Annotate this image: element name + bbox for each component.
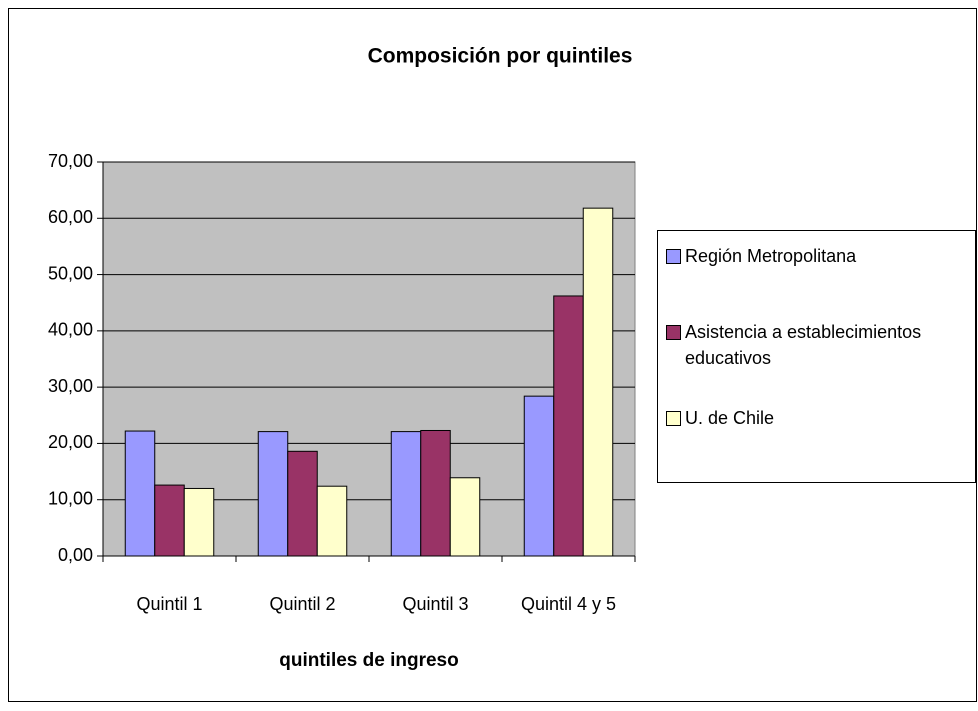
- y-tick-label: 20,00: [48, 432, 93, 452]
- bar: [154, 484, 185, 557]
- legend-swatch: [666, 411, 681, 426]
- legend: Región Metropolitana Asistencia a estable…: [657, 230, 976, 483]
- bar: [257, 431, 289, 557]
- x-axis-title: quintiles de ingreso: [279, 650, 458, 671]
- y-tick-label: 40,00: [48, 320, 93, 340]
- bar: [449, 477, 481, 557]
- legend-entry: Región Metropolitana: [666, 243, 856, 269]
- chart-title: Composición por quintiles: [368, 45, 633, 68]
- y-tick-label: 30,00: [48, 376, 93, 396]
- y-tick-label: 70,00: [48, 151, 93, 171]
- bar: [316, 485, 348, 557]
- bar: [420, 429, 451, 557]
- bar: [183, 487, 215, 557]
- x-tick-label: Quintil 4 y 5: [521, 594, 616, 614]
- bar: [553, 295, 584, 557]
- y-tick-label: 50,00: [48, 263, 93, 283]
- bar: [523, 395, 555, 557]
- bar: [287, 450, 318, 557]
- legend-swatch: [666, 325, 681, 340]
- y-tick-label: 10,00: [48, 488, 93, 508]
- x-tick-label: Quintil 2: [269, 594, 335, 614]
- legend-label: Asistencia a establecimientos educativos: [685, 322, 922, 368]
- bar: [390, 431, 422, 557]
- y-tick-label: 0,00: [58, 545, 93, 565]
- legend-label: U. de Chile: [685, 408, 775, 428]
- bar: [124, 430, 156, 557]
- bar: [582, 207, 614, 557]
- legend-swatch: [666, 249, 681, 264]
- y-tick-label: 60,00: [48, 207, 93, 227]
- legend-entry: U. de Chile: [666, 405, 774, 431]
- x-tick-label: Quintil 3: [402, 594, 468, 614]
- legend-label: Región Metropolitana: [685, 246, 857, 266]
- x-tick-label: Quintil 1: [136, 594, 202, 614]
- chart-border: [8, 8, 977, 702]
- legend-entry: Asistencia a establecimientos educativos: [666, 319, 975, 371]
